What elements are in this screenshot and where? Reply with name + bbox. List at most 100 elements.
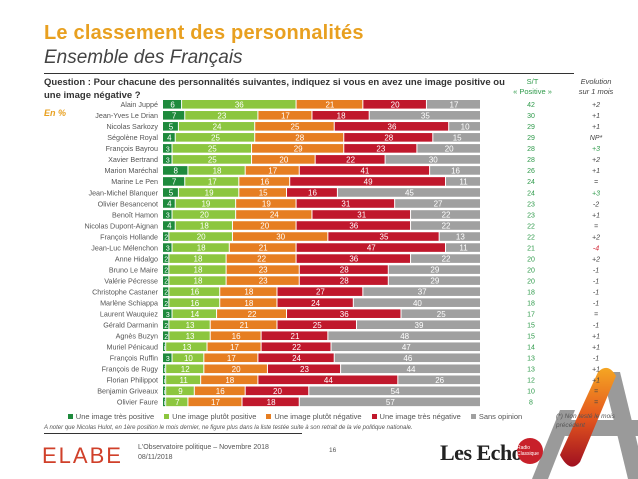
st-positive-value: 18 xyxy=(527,300,535,307)
bar-segment-plutot-positive xyxy=(188,166,245,175)
bar-segment-tres-positive xyxy=(163,342,166,352)
data-label: 17 xyxy=(281,111,290,120)
source-date: 08/11/2018 xyxy=(138,454,173,461)
data-label: 25 xyxy=(313,321,322,330)
data-label: 22 xyxy=(442,211,451,220)
data-label: 20 xyxy=(200,211,209,220)
column-header-evolution: Evolution sur 1 mois xyxy=(566,77,626,97)
evolution-value: +1 xyxy=(592,334,600,341)
data-label: 3 xyxy=(166,312,170,319)
data-label: 14 xyxy=(190,310,199,319)
bar-segment-tres-positive xyxy=(163,353,172,363)
data-label: 2 xyxy=(164,301,168,308)
data-label: 17 xyxy=(208,178,217,187)
bar-segment-tres-negative xyxy=(328,232,439,241)
data-label: 21 xyxy=(259,244,268,253)
evolution-value: +1 xyxy=(592,113,600,120)
category-label: Laurent Wauquiez xyxy=(100,309,158,318)
category-label: Xavier Bertrand xyxy=(108,155,158,164)
evolution-value: +1 xyxy=(592,212,600,219)
data-label: 13 xyxy=(186,321,195,330)
bar-segment-sans-opinion xyxy=(411,254,480,263)
bar-segment-tres-positive xyxy=(163,375,166,385)
data-label: 49 xyxy=(364,178,373,187)
data-label: 36 xyxy=(349,222,358,231)
bar-segment-tres-negative xyxy=(287,188,337,197)
category-label: Gérald Darmanin xyxy=(103,321,158,330)
data-label: 17 xyxy=(211,398,220,407)
legend-item: Une image très positive xyxy=(67,412,154,421)
evolution-value: = xyxy=(594,179,598,186)
bar-segment-tres-negative xyxy=(290,177,446,186)
evolution-value: -1 xyxy=(593,323,599,330)
elabe-logo: ELABE xyxy=(42,443,123,468)
data-label: 36 xyxy=(388,122,397,131)
bar-segment-tres-negative xyxy=(363,100,426,109)
bar-segment-plutot-positive xyxy=(172,309,217,318)
data-label: 25 xyxy=(437,310,446,319)
bar-segment-plutot-positive xyxy=(166,375,201,385)
data-label: 23 xyxy=(300,365,309,374)
bar-segment-tres-positive xyxy=(163,100,182,109)
bar-segment-sans-opinion xyxy=(309,386,480,396)
logo-grey-foot xyxy=(532,410,575,479)
bar-segment-tres-positive xyxy=(163,122,178,131)
bar-segment-tres-positive xyxy=(163,133,175,142)
data-label: 17 xyxy=(227,354,236,363)
data-label: 41 xyxy=(360,167,369,176)
bar-segment-plutot-positive xyxy=(169,298,220,307)
column-header-evolution-line2: sur 1 mois xyxy=(578,87,614,96)
data-label: 36 xyxy=(235,100,244,109)
data-label: 46 xyxy=(403,354,412,363)
bar-segment-tres-negative xyxy=(287,309,401,318)
bar-segment-plutot-negative xyxy=(239,188,287,197)
data-label: 48 xyxy=(400,332,409,341)
bar-segment-plutot-negative xyxy=(217,309,287,318)
bar-segment-tres-positive xyxy=(163,309,172,318)
bar-segment-plutot-positive xyxy=(185,177,239,186)
evolution-value: +1 xyxy=(592,345,600,352)
st-positive-value: 26 xyxy=(527,168,535,175)
data-label: 20 xyxy=(232,365,241,374)
bar-segment-sans-opinion xyxy=(341,364,480,374)
bar-segment-plutot-positive xyxy=(172,155,252,164)
st-positive-value: 14 xyxy=(527,345,535,352)
bar-segment-tres-negative xyxy=(296,243,446,252)
bar-segment-tres-negative xyxy=(299,166,430,175)
bar-segment-plutot-positive xyxy=(172,243,229,252)
data-label: 17 xyxy=(230,343,239,352)
bar-segment-tres-negative xyxy=(258,353,334,363)
bar-segment-sans-opinion xyxy=(401,309,480,318)
legend-item: Une image très négative xyxy=(371,412,461,421)
data-label: 4 xyxy=(167,200,172,209)
bar-segment-plutot-positive xyxy=(169,254,226,263)
bar-segment-sans-opinion xyxy=(446,243,480,252)
bar-segment-plutot-negative xyxy=(236,210,312,219)
evolution-value: +2 xyxy=(592,256,600,263)
bar-segment-sans-opinion xyxy=(430,166,480,175)
evolution-value: = xyxy=(594,311,598,318)
data-label: 12 xyxy=(181,365,190,374)
evolution-value: +2 xyxy=(592,102,600,109)
page-title: Le classement des personnalités xyxy=(44,22,364,44)
data-label: 23 xyxy=(376,144,385,153)
st-positive-value: 42 xyxy=(527,102,535,109)
data-label: 28 xyxy=(340,277,349,286)
data-label: 22 xyxy=(442,255,451,264)
les-echos-logo: Les Echos xyxy=(440,440,531,465)
evolution-value: +3 xyxy=(592,146,600,153)
bar-segment-sans-opinion xyxy=(337,188,480,197)
evolution-value: = xyxy=(594,389,598,396)
bar-segment-tres-positive xyxy=(163,254,169,263)
legend-label: Une image très négative xyxy=(379,412,461,421)
data-label: 23 xyxy=(217,111,226,120)
bar-segment-plutot-negative xyxy=(229,243,296,252)
bar-segment-sans-opinion xyxy=(388,265,480,274)
evolution-value: +3 xyxy=(592,190,600,197)
data-label: 23 xyxy=(259,277,268,286)
bar-segment-sans-opinion xyxy=(449,122,480,131)
category-label: Nicolas Dupont-Aignan xyxy=(84,221,158,230)
legend-label: Une image plutôt négative xyxy=(274,412,362,421)
column-header-evolution-line1: Evolution xyxy=(580,77,612,86)
st-positive-value: 17 xyxy=(527,311,535,318)
